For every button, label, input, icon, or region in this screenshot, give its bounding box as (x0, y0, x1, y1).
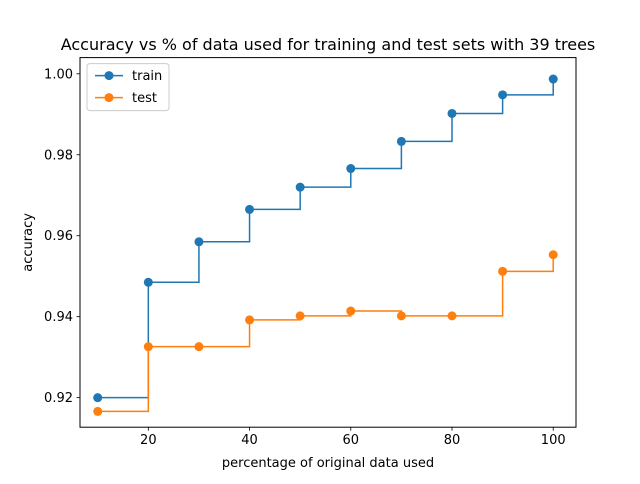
legend-label-test: test (132, 91, 157, 106)
data-point-train (498, 90, 508, 100)
data-point-train (194, 237, 204, 247)
data-point-train (548, 74, 558, 84)
x-tick-label: 100 (541, 433, 566, 448)
legend-marker-train (104, 71, 114, 81)
data-point-train (93, 393, 103, 403)
x-tick-label: 80 (444, 433, 461, 448)
legend-label-train: train (132, 69, 162, 84)
data-point-train (346, 164, 356, 174)
y-axis: 0.92 0.94 0.96 0.98 1.00 (44, 67, 80, 406)
x-tick-label: 20 (140, 433, 157, 448)
data-point-test (295, 311, 305, 321)
chart-title: Accuracy vs % of data used for training … (61, 35, 596, 54)
x-tick-label: 40 (241, 433, 258, 448)
series-layer (93, 74, 558, 416)
legend-marker-test (104, 93, 114, 103)
series-line-test (97, 254, 554, 413)
data-point-test (548, 250, 558, 260)
data-point-test (498, 266, 508, 276)
series-line-train (97, 79, 554, 399)
data-point-train (143, 277, 153, 287)
data-point-test (143, 342, 153, 352)
data-point-test (396, 311, 406, 321)
data-point-train (447, 108, 457, 118)
x-axis: 20 40 60 80 100 (140, 427, 566, 448)
data-point-test (245, 315, 255, 325)
y-tick-label: 1.00 (44, 67, 73, 82)
plot-frame (79, 57, 577, 428)
data-point-train (295, 182, 305, 192)
x-axis-label: percentage of original data used (222, 456, 434, 471)
data-point-test (346, 306, 356, 316)
data-point-test (447, 311, 457, 321)
y-axis-label: accuracy (21, 213, 36, 272)
data-point-train (245, 204, 255, 214)
data-point-train (396, 136, 406, 146)
y-tick-label: 0.96 (44, 229, 73, 244)
legend: train test (86, 63, 170, 112)
data-point-test (194, 342, 204, 352)
x-tick-label: 60 (343, 433, 360, 448)
y-tick-label: 0.98 (44, 148, 73, 163)
y-tick-label: 0.92 (44, 391, 73, 406)
data-point-test (93, 406, 103, 416)
y-tick-label: 0.94 (44, 310, 73, 325)
